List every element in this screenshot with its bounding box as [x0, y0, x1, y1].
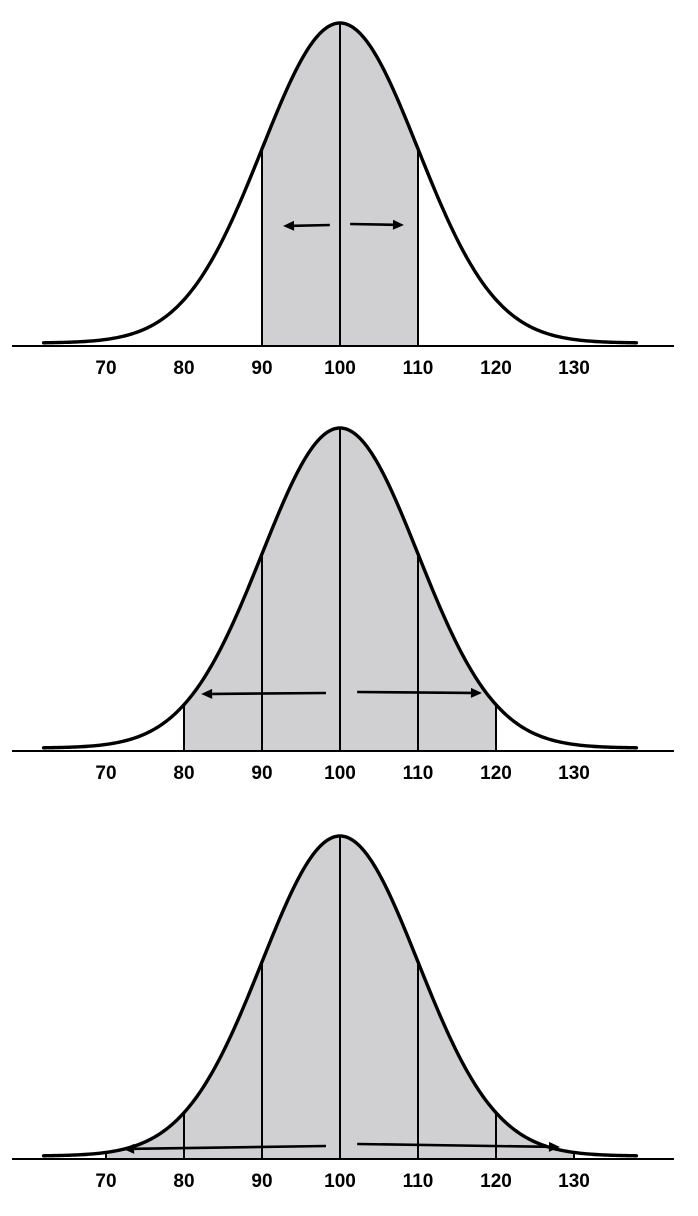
tick-label-70: 70	[95, 763, 116, 784]
right-arrow	[357, 687, 482, 698]
tick-label-70: 70	[95, 358, 116, 379]
left-arrow	[123, 1143, 326, 1154]
tick-label-100: 100	[324, 1171, 356, 1192]
tick-label-70: 70	[95, 1171, 116, 1192]
bell-curve	[41, 21, 639, 345]
tick-label-100: 100	[324, 358, 356, 379]
right-arrow	[350, 219, 404, 230]
panel-one-sd: 70 80 90 100 110 120 130	[12, 21, 674, 379]
tick-label-100: 100	[324, 763, 356, 784]
right-arrow-head	[392, 219, 404, 230]
panel-two-sd: 70 80 90 100 110 120 130	[12, 426, 674, 784]
tick-label-110: 110	[403, 763, 434, 784]
tick-label-130: 130	[558, 763, 590, 784]
tick-label-90: 90	[251, 763, 272, 784]
right-arrow-shaft	[350, 222, 393, 227]
left-arrow-head	[123, 1143, 135, 1154]
left-arrow	[201, 688, 326, 699]
right-arrow-head	[470, 687, 482, 698]
left-arrow-head	[201, 688, 213, 699]
tick-label-130: 130	[558, 358, 590, 379]
right-arrow-head	[548, 1141, 560, 1152]
left-arrow-shaft	[294, 223, 330, 228]
panels-group: 70 80 90 100 110 120 130 70 80 90 100 110 120 130 70 80…	[12, 21, 674, 1192]
left-arrow-shaft	[212, 691, 326, 696]
tick-label-110: 110	[403, 1171, 434, 1192]
left-arrow-head	[283, 220, 295, 231]
tick-label-120: 120	[480, 1171, 512, 1192]
right-arrow-shaft	[357, 690, 471, 695]
tick-label-110: 110	[403, 358, 434, 379]
tick-label-130: 130	[558, 1171, 590, 1192]
tick-label-120: 120	[480, 763, 512, 784]
tick-label-80: 80	[173, 1171, 194, 1192]
right-arrow-shaft	[357, 1142, 549, 1149]
left-arrow-shaft	[134, 1144, 326, 1151]
tick-label-90: 90	[251, 1171, 272, 1192]
left-arrow	[283, 220, 330, 231]
bell-curve	[41, 426, 639, 750]
tick-label-80: 80	[173, 358, 194, 379]
tick-label-120: 120	[480, 358, 512, 379]
tick-label-80: 80	[173, 763, 194, 784]
panel-three-sd: 70 80 90 100 110 120 130	[12, 834, 674, 1192]
tick-label-90: 90	[251, 358, 272, 379]
bell-curve	[41, 834, 639, 1158]
right-arrow	[357, 1141, 560, 1152]
